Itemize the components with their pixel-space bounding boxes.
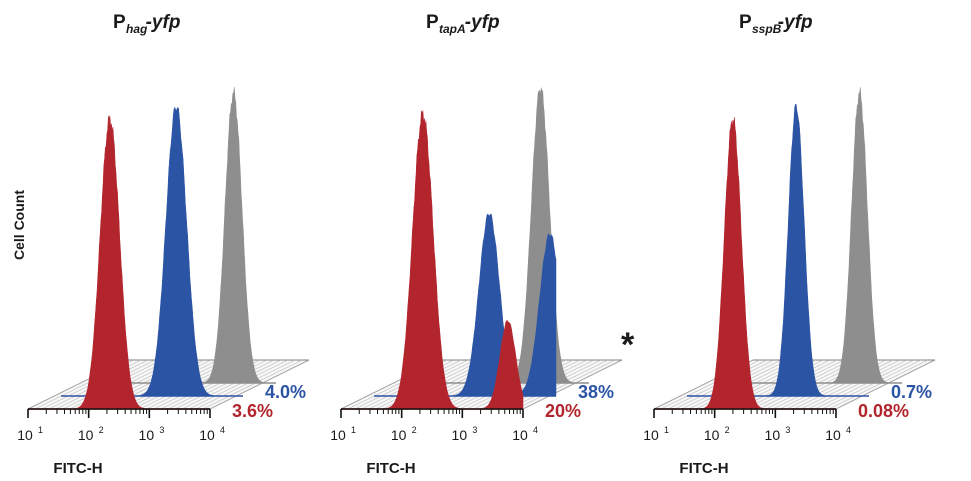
y-axis-label: Cell Count (11, 190, 27, 260)
panel-title-suffix: -yfp (465, 12, 500, 33)
floor-grid-line (814, 359, 915, 410)
x-tick-exponent: 2 (725, 425, 730, 435)
x-tick-label: 10 (825, 427, 841, 443)
x-tick-label: 10 (199, 427, 215, 443)
panel-title-main: P (426, 12, 439, 33)
histogram-panel-2: 38%20% 10 1 10 2 10 3 10 4 FITC-H P tapA -yfp * (330, 12, 635, 477)
panel-title-sub: sspB (752, 22, 782, 36)
percent-label-red: 0.08% (858, 401, 909, 421)
x-tick-exponent: 3 (159, 425, 164, 435)
floor-grid-line (800, 359, 901, 410)
histogram-panel-3: 0.7%0.08% 10 1 10 2 10 3 10 4 FITC-H P sspB-yfp (643, 12, 936, 477)
x-axis-label: FITC-H (366, 460, 415, 477)
x-axis-label: FITC-H (679, 460, 728, 477)
percent-label-blue: 38% (578, 382, 614, 402)
x-tick-label: 10 (704, 427, 720, 443)
panel-title-main: P (113, 12, 126, 33)
percent-label-red: 20% (545, 401, 581, 421)
x-tick-exponent: 3 (472, 425, 477, 435)
x-tick-exponent: 4 (220, 425, 225, 435)
x-tick-label: 10 (78, 427, 94, 443)
percent-label-red: 3.6% (232, 401, 273, 421)
floor-grid-line (515, 359, 616, 410)
x-axis-label: FITC-H (53, 460, 102, 477)
x-tick-exponent: 1 (664, 425, 669, 435)
floor-grid-line (821, 359, 922, 410)
x-tick-exponent: 1 (38, 425, 43, 435)
x-tick-exponent: 1 (351, 425, 356, 435)
floor-grid-line (209, 359, 310, 410)
floor-grid-line (174, 359, 275, 410)
x-tick-label: 10 (330, 427, 346, 443)
floor-grid-line (195, 359, 296, 410)
floor-grid-line (202, 359, 303, 410)
panel-title-suffix: -yfp (778, 12, 813, 33)
x-tick-label: 10 (643, 427, 659, 443)
floor-grid-line (181, 359, 282, 410)
panel-title-sub: hag (126, 22, 148, 36)
significance-marker: * (621, 326, 635, 364)
panel-title-sub: tapA (439, 22, 466, 36)
x-tick-exponent: 2 (99, 425, 104, 435)
panel-title-suffix: -yfp (146, 12, 181, 33)
x-tick-label: 10 (391, 427, 407, 443)
x-tick-label: 10 (17, 427, 33, 443)
x-tick-label: 10 (512, 427, 528, 443)
x-tick-exponent: 2 (412, 425, 417, 435)
x-tick-label: 10 (765, 427, 781, 443)
floor-grid-line (508, 359, 609, 410)
x-tick-exponent: 4 (846, 425, 851, 435)
panel-title-main: P (739, 12, 752, 33)
floor-grid-line (188, 359, 289, 410)
histogram-panel-1: 4.0%3.6% 10 1 10 2 10 3 10 4 FITC-H P hag-yfp (17, 12, 310, 477)
percent-label-blue: 0.7% (891, 382, 932, 402)
x-tick-label: 10 (139, 427, 155, 443)
percent-label-blue: 4.0% (265, 382, 306, 402)
x-tick-label: 10 (452, 427, 468, 443)
histogram-blue (687, 103, 869, 397)
floor-grid-line (835, 359, 936, 410)
floor-grid-line (807, 359, 908, 410)
floor-grid-line (522, 359, 623, 410)
floor-grid-line (828, 359, 929, 410)
x-tick-exponent: 4 (533, 425, 538, 435)
x-tick-exponent: 3 (785, 425, 790, 435)
